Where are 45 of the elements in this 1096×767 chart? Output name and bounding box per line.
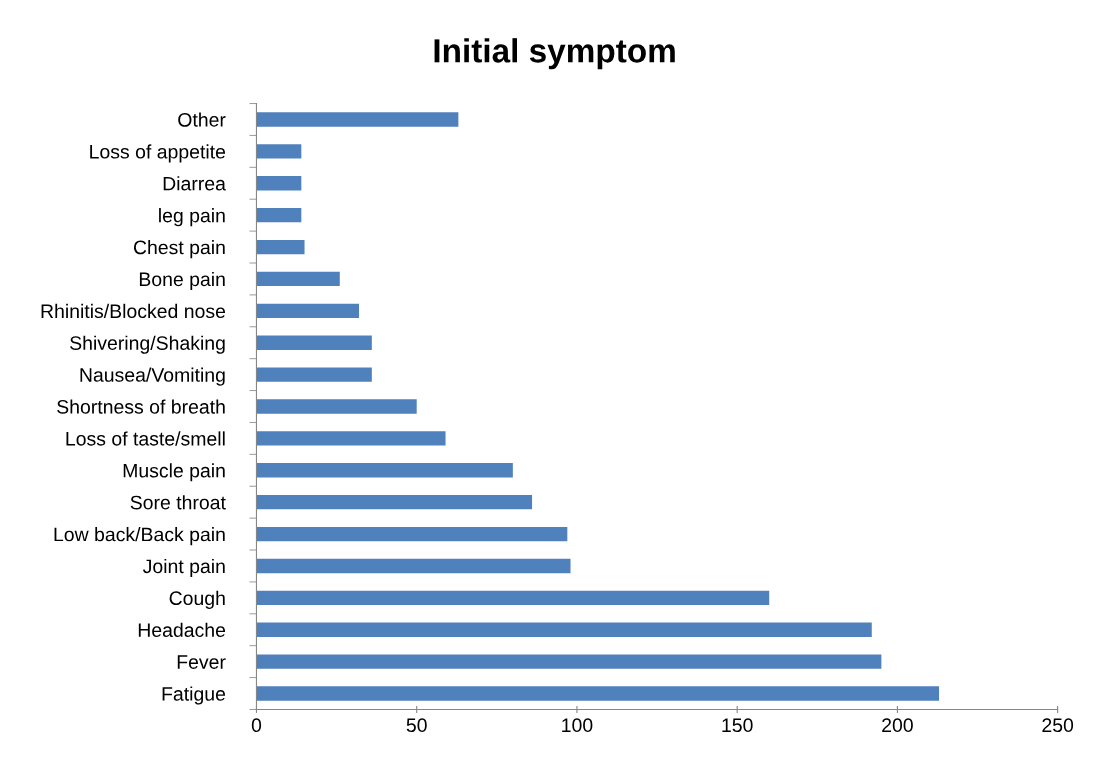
bar bbox=[256, 622, 872, 637]
bar bbox=[256, 207, 302, 223]
x-tick-label: 250 bbox=[1042, 718, 1074, 733]
bar bbox=[256, 144, 302, 159]
bar bbox=[256, 399, 417, 414]
x-tick-label: 100 bbox=[562, 718, 593, 733]
y-tick-label: Joint pain bbox=[142, 558, 225, 578]
y-tick-label: Shortness of breath bbox=[57, 399, 225, 414]
bar bbox=[256, 686, 940, 701]
y-tick-label: Loss of taste/smell bbox=[66, 431, 225, 446]
y-tick-label: Cough bbox=[169, 590, 225, 609]
y-tick-label: Other bbox=[178, 112, 226, 127]
y-tick-label: Loss of appetite bbox=[90, 144, 226, 163]
y-tick-label: Chest pain bbox=[133, 240, 225, 259]
bar bbox=[256, 495, 533, 510]
x-tick-label: 200 bbox=[882, 718, 913, 733]
bar bbox=[256, 335, 372, 350]
y-tick-label: Sore throat bbox=[130, 495, 226, 510]
y-tick-label: Fever bbox=[177, 655, 226, 669]
y-tick-label: Bone pain bbox=[139, 271, 225, 291]
bar bbox=[256, 367, 372, 382]
bar bbox=[256, 431, 446, 446]
y-tick-label: Low back/Back pain bbox=[54, 527, 225, 546]
y-tick-label: Diarrea bbox=[163, 176, 226, 191]
bar bbox=[256, 239, 305, 255]
y-tick-label: Shivering/Shaking bbox=[70, 335, 225, 354]
y-tick-label: Headache bbox=[138, 622, 226, 637]
y-tick-label: Fatigue bbox=[162, 686, 226, 705]
x-tick-label: 0 bbox=[251, 718, 262, 733]
bar bbox=[256, 463, 513, 478]
bar bbox=[256, 176, 302, 191]
bar bbox=[256, 654, 882, 669]
bar bbox=[256, 271, 340, 287]
bar bbox=[256, 303, 360, 319]
bar bbox=[256, 590, 770, 606]
y-tick-label: Muscle pain bbox=[123, 463, 225, 482]
x-tick-label: 50 bbox=[406, 718, 427, 733]
bar bbox=[256, 558, 571, 574]
y-tick-label: leg pain bbox=[159, 208, 225, 227]
bar bbox=[256, 112, 459, 127]
y-tick-label: Nausea/Vomiting bbox=[80, 367, 225, 386]
chart-title: Initial symptom bbox=[434, 38, 675, 70]
bar bbox=[256, 526, 568, 542]
x-tick-label: 150 bbox=[722, 718, 753, 733]
y-tick-label: Rhinitis/Blocked nose bbox=[41, 303, 226, 319]
